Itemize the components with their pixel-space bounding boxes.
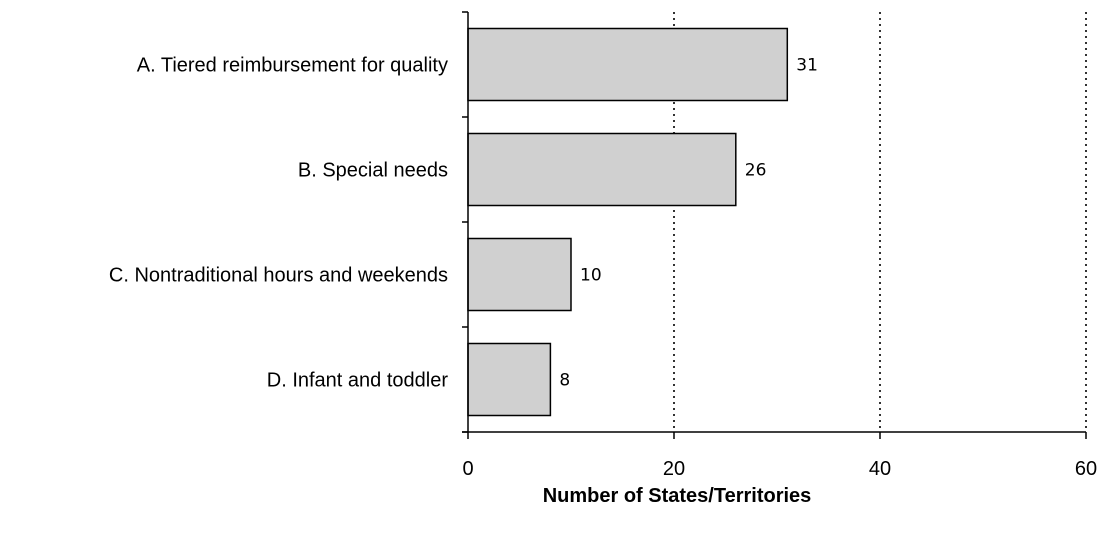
x-tick-label-20: 20 — [663, 458, 685, 480]
x-tick-label-40: 40 — [869, 458, 891, 480]
gridlines — [673, 12, 1087, 432]
category-label-c: C. Nontraditional hours and weekends — [109, 265, 448, 287]
x-axis-title: Number of States/Territories — [543, 485, 812, 507]
labels: A. Tiered reimbursement for quality 31 B. … — [109, 55, 1097, 481]
category-label-d: D. Infant and toddler — [267, 370, 449, 392]
category-label-b: B. Special needs — [298, 160, 448, 182]
bar-d — [467, 342, 552, 417]
axes — [462, 11, 1087, 439]
x-tick-label-60: 60 — [1075, 458, 1097, 480]
category-label-a: A. Tiered reimbursement for quality — [137, 55, 448, 77]
data-label-d: 8 — [559, 371, 570, 391]
bar-c — [467, 237, 572, 312]
bar-b — [467, 132, 737, 207]
data-label-a: 31 — [796, 56, 818, 76]
data-label-c: 10 — [580, 266, 602, 286]
bars — [467, 27, 789, 417]
bar-a — [467, 27, 789, 102]
x-tick-label-0: 0 — [462, 458, 473, 480]
data-label-b: 26 — [745, 161, 767, 181]
